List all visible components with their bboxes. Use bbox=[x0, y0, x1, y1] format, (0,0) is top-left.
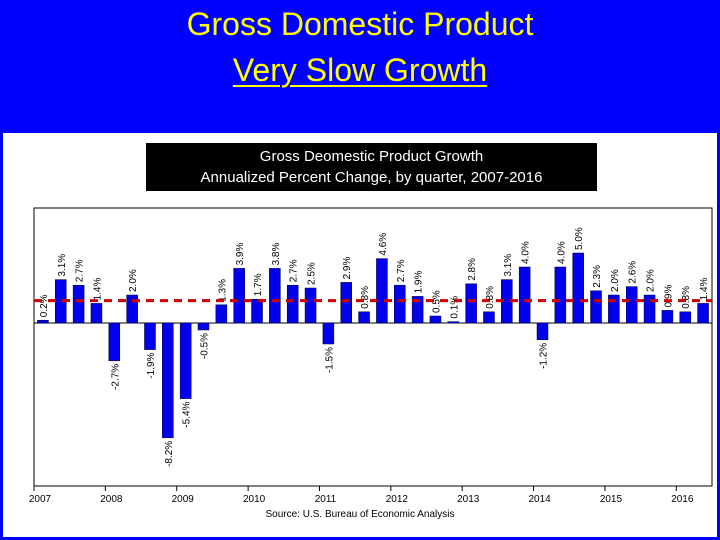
data-label: 2.7% bbox=[396, 259, 407, 282]
bar bbox=[304, 287, 317, 324]
bar bbox=[90, 303, 103, 324]
data-label: -1.5% bbox=[324, 347, 335, 373]
data-label: 2.8% bbox=[467, 258, 478, 281]
bar bbox=[322, 322, 335, 345]
year-label: 2007 bbox=[29, 494, 52, 505]
bar bbox=[126, 294, 138, 324]
data-label: 3.9% bbox=[235, 242, 246, 265]
bar bbox=[162, 322, 174, 439]
chart-source: Source: U.S. Bureau of Economic Analysis bbox=[265, 509, 455, 520]
bar bbox=[340, 282, 352, 324]
data-label: -2.7% bbox=[110, 364, 121, 390]
data-label: 0.8% bbox=[485, 286, 496, 309]
slide-subtitle-text: Very Slow Growth bbox=[232, 52, 488, 88]
bar bbox=[661, 310, 674, 324]
data-label: 4.0% bbox=[556, 241, 567, 264]
year-label: 2016 bbox=[671, 494, 694, 505]
data-label: -8.2% bbox=[164, 441, 175, 467]
bar bbox=[411, 296, 424, 324]
bar bbox=[697, 303, 709, 324]
data-label: -0.5% bbox=[200, 333, 211, 359]
data-label: 3.8% bbox=[271, 242, 282, 265]
data-label: 0.8% bbox=[360, 286, 371, 309]
year-label: 2012 bbox=[386, 494, 409, 505]
year-label: 2009 bbox=[172, 494, 195, 505]
bar bbox=[447, 321, 460, 324]
bar bbox=[483, 311, 495, 324]
bar bbox=[179, 322, 192, 399]
data-label: 0.5% bbox=[431, 290, 442, 313]
bar bbox=[554, 266, 567, 324]
bar bbox=[144, 322, 156, 350]
bar bbox=[72, 284, 85, 324]
data-label: 2.3% bbox=[592, 265, 603, 288]
data-label: 2.5% bbox=[307, 262, 318, 285]
bar bbox=[590, 290, 602, 324]
data-label: 1.3% bbox=[217, 279, 228, 302]
slide-title-block: Gross Domestic Product Very Slow Growth bbox=[0, 0, 720, 130]
bar bbox=[269, 268, 281, 324]
bar bbox=[429, 315, 442, 324]
data-label: 2.7% bbox=[75, 259, 86, 282]
data-label: 2.0% bbox=[128, 269, 139, 292]
data-label: 5.0% bbox=[574, 227, 585, 250]
bar bbox=[679, 311, 691, 324]
data-label: 1.7% bbox=[253, 273, 264, 296]
bar bbox=[394, 284, 406, 324]
bar bbox=[233, 268, 245, 324]
data-label: 4.0% bbox=[521, 241, 532, 264]
data-label: 1.4% bbox=[699, 277, 710, 300]
bar bbox=[215, 304, 228, 324]
bar bbox=[37, 319, 49, 324]
data-label: 0.8% bbox=[681, 286, 692, 309]
data-label: 4.6% bbox=[378, 233, 389, 256]
bar bbox=[536, 322, 549, 341]
bar bbox=[625, 286, 638, 324]
bar bbox=[108, 322, 121, 362]
bar bbox=[608, 294, 620, 324]
data-label: -5.4% bbox=[182, 401, 193, 427]
bar bbox=[251, 298, 263, 324]
bar bbox=[643, 294, 656, 324]
chart-panel bbox=[3, 133, 717, 537]
data-label: 2.0% bbox=[646, 269, 657, 292]
data-label: 2.6% bbox=[628, 261, 639, 284]
bar bbox=[286, 284, 299, 324]
bar bbox=[197, 322, 210, 331]
year-label: 2015 bbox=[600, 494, 623, 505]
bar bbox=[572, 252, 584, 324]
bar bbox=[358, 311, 370, 324]
chart-header: Gross Deomestic Product Growth Annualize… bbox=[146, 143, 597, 191]
bar bbox=[465, 283, 477, 324]
year-label: 2013 bbox=[457, 494, 480, 505]
slide-title: Gross Domestic Product bbox=[186, 6, 534, 42]
data-label: 0.9% bbox=[663, 284, 674, 307]
data-label: 0.2% bbox=[39, 294, 50, 317]
plot-area bbox=[33, 207, 713, 487]
data-label: 1.9% bbox=[414, 270, 425, 293]
data-label: -1.9% bbox=[146, 352, 157, 378]
year-label: 2014 bbox=[528, 494, 551, 505]
year-label: 2011 bbox=[315, 494, 337, 505]
slide-subtitle: Very Slow Growth bbox=[0, 50, 720, 90]
year-label: 2010 bbox=[243, 494, 266, 505]
chart-title: Gross Deomestic Product Growth bbox=[259, 148, 484, 165]
data-label: -1.2% bbox=[539, 343, 550, 369]
data-label: 2.7% bbox=[289, 259, 300, 282]
year-label: 2008 bbox=[100, 494, 123, 505]
chart-subtitle: Annualized Percent Change, by quarter, 2… bbox=[200, 169, 543, 186]
bar bbox=[518, 266, 531, 324]
data-label: 0.1% bbox=[449, 296, 460, 319]
data-label: 2.9% bbox=[342, 256, 353, 279]
bar bbox=[376, 258, 388, 324]
data-label: 1.4% bbox=[92, 277, 103, 300]
data-label: 3.1% bbox=[503, 254, 514, 277]
data-label: 2.0% bbox=[610, 269, 621, 292]
data-label: 3.1% bbox=[57, 254, 68, 277]
